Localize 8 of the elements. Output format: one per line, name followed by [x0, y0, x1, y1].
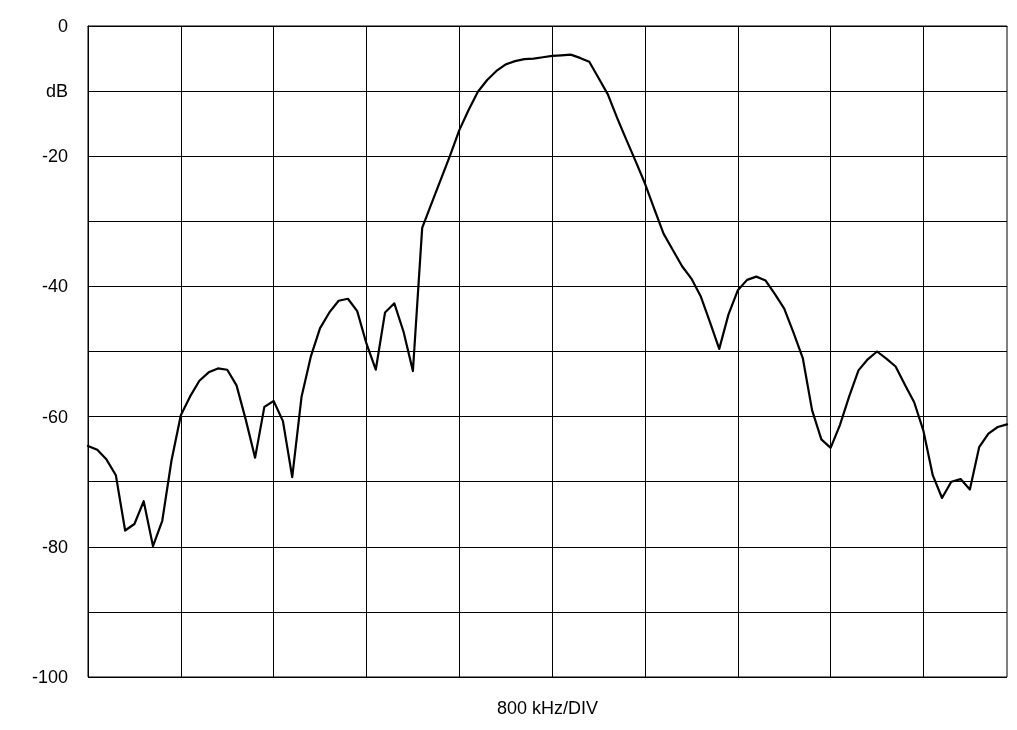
y-tick-label: -100	[31, 667, 68, 687]
y-tick-label: -80	[41, 536, 68, 557]
y-tick-label: -60	[41, 406, 68, 427]
y-tick-label: -20	[41, 146, 68, 167]
y-tick-label: 0	[57, 16, 68, 36]
x-axis-title: 800 kHz/DIV	[496, 698, 599, 718]
y-tick-label: -40	[41, 276, 68, 297]
y-tick-label: dB	[45, 81, 68, 102]
